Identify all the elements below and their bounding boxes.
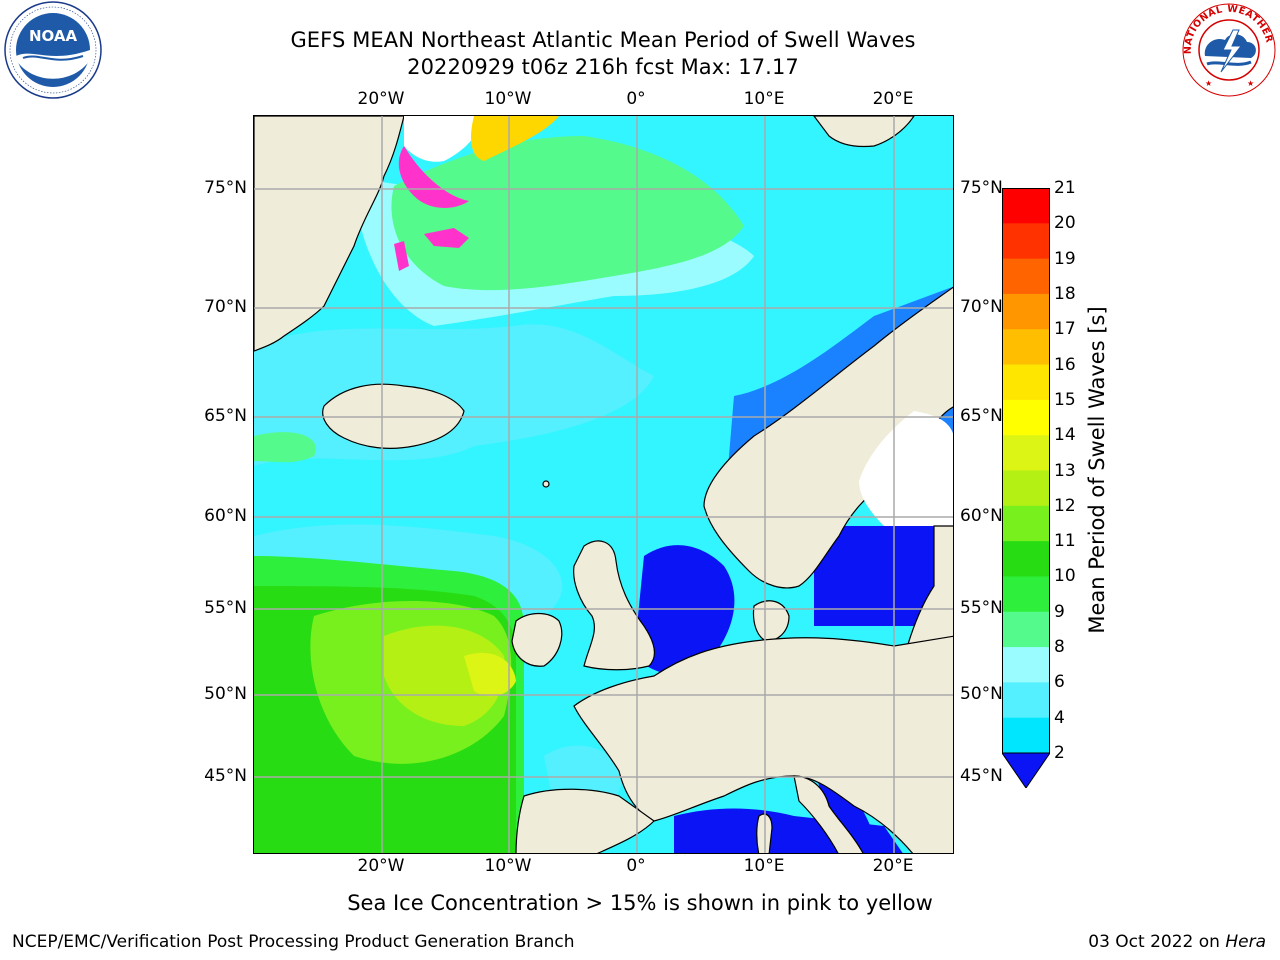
colorbar-tick-label: 16 bbox=[1054, 354, 1076, 375]
lon-tick-top: 20°W bbox=[357, 89, 405, 109]
lat-tick-left: 70°N bbox=[204, 297, 247, 317]
lat-tick-left: 65°N bbox=[204, 406, 247, 426]
colorbar-segment bbox=[1002, 223, 1050, 260]
graticule bbox=[254, 116, 953, 853]
lon-tick-top: 10°W bbox=[484, 89, 532, 109]
swell-band-10s-iceland bbox=[254, 432, 316, 463]
lat-tick-left: 55°N bbox=[204, 598, 247, 618]
gulf-of-bothnia bbox=[859, 411, 953, 526]
colorbar-outline bbox=[1002, 188, 1050, 754]
footer-host: Hera bbox=[1225, 932, 1266, 952]
colorbar-extend-triangle bbox=[1002, 752, 1050, 788]
colorbar-segments bbox=[1002, 188, 1050, 788]
footer-date: 03 Oct 2022 on Hera bbox=[1088, 932, 1266, 952]
land-svalbard bbox=[813, 116, 915, 148]
colorbar-segment bbox=[1002, 611, 1050, 648]
lat-tick-left: 45°N bbox=[204, 766, 247, 786]
footer-date-text: 03 Oct 2022 on bbox=[1088, 932, 1220, 952]
sea-ice-edge bbox=[471, 116, 559, 161]
colorbar-tick-label: 15 bbox=[1054, 389, 1076, 410]
swell-band-10s bbox=[391, 136, 744, 291]
colorbar-segment bbox=[1002, 541, 1050, 577]
chart-subtitle: 20220929 t06z 216h fcst Max: 17.17 bbox=[407, 55, 799, 79]
lon-tick-bottom: 0° bbox=[626, 856, 646, 876]
colorbar-segment bbox=[1002, 329, 1050, 366]
lon-tick-top: 10°E bbox=[743, 89, 785, 109]
colorbar-tick-label: 17 bbox=[1054, 319, 1076, 340]
colorbar-tick-label: 11 bbox=[1054, 531, 1076, 552]
colorbar-segment bbox=[1002, 188, 1050, 224]
lat-tick-left: 75°N bbox=[204, 178, 247, 198]
noaa-logo-text: NOAA bbox=[29, 27, 78, 45]
sea-ice-pink-2 bbox=[424, 228, 469, 248]
colorbar-tick-label: 10 bbox=[1054, 566, 1076, 587]
land-iberia bbox=[515, 788, 655, 853]
colorbar-tick-label: 19 bbox=[1054, 248, 1076, 269]
noaa-logo: NOAA bbox=[4, 1, 102, 99]
lat-tick-right: 75°N bbox=[960, 178, 1003, 198]
colorbar bbox=[1002, 188, 1050, 788]
colorbar-tick-label: 9 bbox=[1054, 601, 1065, 622]
swell-period-map bbox=[254, 116, 953, 853]
swell-band-15s bbox=[464, 652, 516, 697]
colorbar-tick-label: 4 bbox=[1054, 707, 1065, 728]
lat-tick-right: 55°N bbox=[960, 598, 1003, 618]
colorbar-tick-label: 21 bbox=[1054, 178, 1076, 198]
colorbar-segment bbox=[1002, 505, 1050, 542]
lat-tick-left: 60°N bbox=[204, 506, 247, 526]
sea-ice-pink bbox=[398, 146, 469, 208]
colorbar-segment bbox=[1002, 717, 1050, 754]
sea-ice-pink-3 bbox=[394, 241, 409, 271]
lon-tick-top: 20°E bbox=[872, 89, 914, 109]
land-greenland bbox=[254, 116, 405, 352]
map-panel bbox=[253, 115, 954, 854]
colorbar-segment bbox=[1002, 576, 1050, 613]
land-italy bbox=[793, 775, 864, 853]
colorbar-segment bbox=[1002, 293, 1050, 330]
chart-title: GEFS MEAN Northeast Atlantic Mean Period… bbox=[290, 28, 916, 52]
lon-tick-bottom: 10°E bbox=[743, 856, 785, 876]
swell-band-14s bbox=[384, 625, 505, 726]
colorbar-tick-label: 14 bbox=[1054, 425, 1076, 446]
lat-tick-right: 60°N bbox=[960, 506, 1003, 526]
swell-band-2s-northsea bbox=[634, 545, 735, 675]
colorbar-tick-label: 12 bbox=[1054, 495, 1076, 516]
colorbar-tick-label: 20 bbox=[1054, 213, 1076, 234]
colorbar-segment bbox=[1002, 258, 1050, 295]
colorbar-segment bbox=[1002, 647, 1050, 683]
lat-tick-right: 45°N bbox=[960, 766, 1003, 786]
colorbar-segment bbox=[1002, 435, 1050, 471]
colorbar-segment bbox=[1002, 364, 1050, 401]
colorbar-segment bbox=[1002, 470, 1050, 507]
lat-tick-right: 65°N bbox=[960, 406, 1003, 426]
lat-tick-left: 50°N bbox=[204, 684, 247, 704]
lon-tick-bottom: 20°E bbox=[872, 856, 914, 876]
lon-tick-bottom: 20°W bbox=[357, 856, 405, 876]
lat-tick-right: 50°N bbox=[960, 684, 1003, 704]
lon-tick-bottom: 10°W bbox=[484, 856, 532, 876]
colorbar-tick-label: 13 bbox=[1054, 460, 1076, 481]
lat-tick-right: 70°N bbox=[960, 297, 1003, 317]
sea-ice-note: Sea Ice Concentration > 15% is shown in … bbox=[347, 891, 933, 915]
svg-text:★: ★ bbox=[1247, 79, 1254, 88]
lon-tick-top: 0° bbox=[626, 89, 646, 109]
nws-logo: NATIONAL WEATHER SERVICE ★ ★ bbox=[1177, 0, 1277, 98]
colorbar-tick-label: 8 bbox=[1054, 637, 1065, 658]
land-great-britain bbox=[573, 540, 656, 671]
land-faroe bbox=[542, 480, 550, 488]
colorbar-segment bbox=[1002, 399, 1050, 436]
land-ireland bbox=[511, 612, 563, 667]
colorbar-tick-label: 6 bbox=[1054, 672, 1065, 693]
swell-band-2s-baltic bbox=[814, 526, 934, 626]
colorbar-tick-label: 2 bbox=[1054, 743, 1065, 763]
land-denmark bbox=[752, 600, 790, 642]
colorbar-segment bbox=[1002, 682, 1050, 719]
colorbar-tick-label: 18 bbox=[1054, 283, 1076, 304]
sea-ice bbox=[404, 116, 484, 162]
svg-text:★: ★ bbox=[1205, 79, 1212, 88]
colorbar-label: Mean Period of Swell Waves [s] bbox=[1085, 306, 1109, 634]
footer-credit: NCEP/EMC/Verification Post Processing Pr… bbox=[12, 932, 575, 952]
